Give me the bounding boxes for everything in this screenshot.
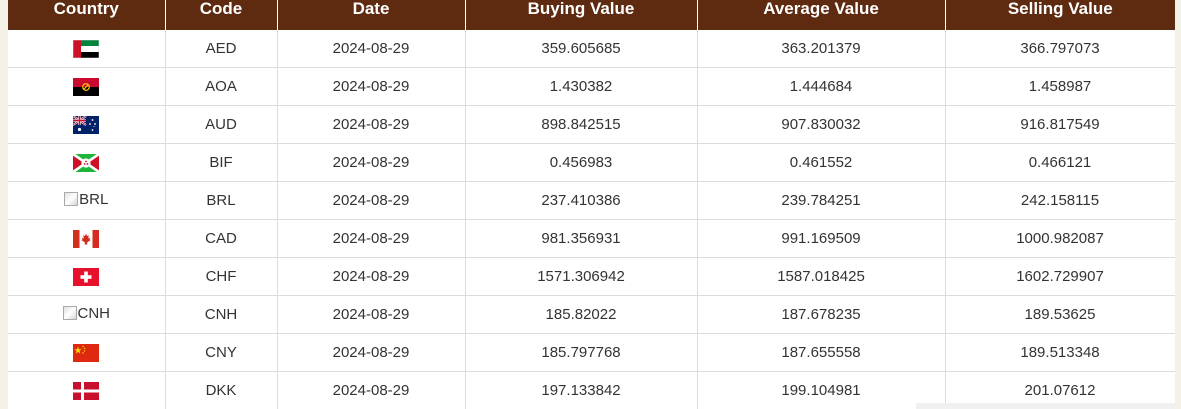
code-cell: CNY (165, 333, 278, 372)
date-cell: 2024-08-29 (277, 333, 466, 372)
table-row: AOA 2024-08-29 1.430382 1.444684 1.458987 (8, 67, 1175, 106)
table-row: AED 2024-08-29 359.605685 363.201379 366.797… (8, 30, 1175, 68)
country-cell (8, 333, 166, 372)
flag-alt-text: BRL (79, 190, 109, 208)
broken-image-placeholder-icon (62, 306, 77, 321)
table-row: AUD 2024-08-29 898.842515 907.830032 916.817… (8, 105, 1175, 144)
china-flag-icon (73, 343, 100, 362)
buying-value-cell: 197.133842 (465, 371, 698, 409)
horizontal-scrollbar[interactable] (916, 403, 1175, 409)
selling-value-cell: 1602.729907 (945, 257, 1175, 296)
switzerland-flag-icon (73, 267, 100, 286)
code-cell: CHF (165, 257, 278, 296)
selling-value-cell: 1000.982087 (945, 219, 1175, 258)
selling-value-cell: 189.53625 (945, 295, 1175, 334)
country-cell: BRL (8, 181, 166, 220)
australia-flag-icon (72, 114, 100, 134)
country-cell (8, 30, 166, 68)
selling-value-cell: 0.466121 (945, 143, 1175, 182)
code-cell: AED (165, 30, 278, 68)
code-cell: DKK (165, 371, 278, 409)
date-cell: 2024-08-29 (277, 105, 466, 144)
country-cell (8, 143, 166, 182)
table-row: CHF 2024-08-29 1571.306942 1587.018425 1602.… (8, 257, 1175, 296)
header-row: Country Code Date Buying Value Average V… (8, 0, 1175, 30)
average-value-cell: 239.784251 (697, 181, 946, 220)
average-value-cell: 199.104981 (697, 371, 946, 409)
selling-value-cell: 189.513348 (945, 333, 1175, 372)
date-cell: 2024-08-29 (277, 257, 466, 296)
country-cell (8, 371, 166, 409)
buying-value-cell: 1571.306942 (465, 257, 698, 296)
broken-image-placeholder-icon (64, 192, 79, 207)
header-date[interactable]: Date (277, 0, 466, 30)
header-country[interactable]: Country (8, 0, 166, 30)
country-cell: CNH (8, 295, 166, 334)
table-row: CNY 2024-08-29 185.797768 187.655558 189.513… (8, 333, 1175, 372)
header-buying-value[interactable]: Buying Value (465, 0, 698, 30)
table-row: BIF 2024-08-29 0.456983 0.461552 0.466121 (8, 143, 1175, 182)
average-value-cell: 1587.018425 (697, 257, 946, 296)
broken-image-icon: CNH (62, 304, 111, 322)
buying-value-cell: 359.605685 (465, 30, 698, 68)
header-average-value[interactable]: Average Value (697, 0, 946, 30)
selling-value-cell: 916.817549 (945, 105, 1175, 144)
broken-image-icon: BRL (64, 191, 108, 208)
flag-alt-text: CNH (77, 304, 111, 322)
buying-value-cell: 237.410386 (465, 181, 698, 220)
code-cell: AUD (165, 105, 278, 144)
country-cell (8, 105, 166, 144)
average-value-cell: 907.830032 (697, 105, 946, 144)
date-cell: 2024-08-29 (277, 219, 466, 258)
buying-value-cell: 898.842515 (465, 105, 698, 144)
date-cell: 2024-08-29 (277, 181, 466, 220)
average-value-cell: 991.169509 (697, 219, 946, 258)
date-cell: 2024-08-29 (277, 30, 466, 68)
average-value-cell: 0.461552 (697, 143, 946, 182)
currency-table-container: Country Code Date Buying Value Average V… (8, 0, 1175, 409)
table-header: Country Code Date Buying Value Average V… (8, 0, 1175, 30)
country-cell (8, 219, 166, 258)
table-row: BRL BRL 2024-08-29 237.410386 239.784251 242.… (8, 181, 1175, 220)
average-value-cell: 187.655558 (697, 333, 946, 372)
country-cell (8, 67, 166, 106)
average-value-cell: 363.201379 (697, 30, 946, 68)
buying-value-cell: 981.356931 (465, 219, 698, 258)
buying-value-cell: 185.797768 (465, 333, 698, 372)
table-body: AED 2024-08-29 359.605685 363.201379 366.797… (8, 30, 1175, 409)
buying-value-cell: 185.82022 (465, 295, 698, 334)
code-cell: CAD (165, 219, 278, 258)
header-code[interactable]: Code (165, 0, 278, 30)
canada-flag-icon (73, 229, 100, 248)
header-selling-value[interactable]: Selling Value (945, 0, 1175, 30)
table-row: CAD 2024-08-29 981.356931 991.169509 1000.98… (8, 219, 1175, 258)
denmark-flag-icon (73, 381, 100, 400)
date-cell: 2024-08-29 (277, 143, 466, 182)
date-cell: 2024-08-29 (277, 295, 466, 334)
selling-value-cell: 201.07612 (945, 371, 1175, 409)
selling-value-cell: 366.797073 (945, 30, 1175, 68)
currency-table: Country Code Date Buying Value Average V… (8, 0, 1175, 409)
date-cell: 2024-08-29 (277, 371, 466, 409)
code-cell: CNH (165, 295, 278, 334)
table-row: CNH CNH 2024-08-29 185.82022 187.678235 189.5… (8, 295, 1175, 334)
selling-value-cell: 242.158115 (945, 181, 1175, 220)
code-cell: BRL (165, 181, 278, 220)
average-value-cell: 1.444684 (697, 67, 946, 106)
date-cell: 2024-08-29 (277, 67, 466, 106)
average-value-cell: 187.678235 (697, 295, 946, 334)
code-cell: AOA (165, 67, 278, 106)
buying-value-cell: 1.430382 (465, 67, 698, 106)
selling-value-cell: 1.458987 (945, 67, 1175, 106)
code-cell: BIF (165, 143, 278, 182)
buying-value-cell: 0.456983 (465, 143, 698, 182)
table-row: DKK 2024-08-29 197.133842 199.104981 201.076… (8, 371, 1175, 409)
uae-flag-icon (72, 39, 100, 58)
angola-flag-icon (73, 77, 100, 96)
country-cell (8, 257, 166, 296)
burundi-flag-icon (72, 152, 100, 173)
